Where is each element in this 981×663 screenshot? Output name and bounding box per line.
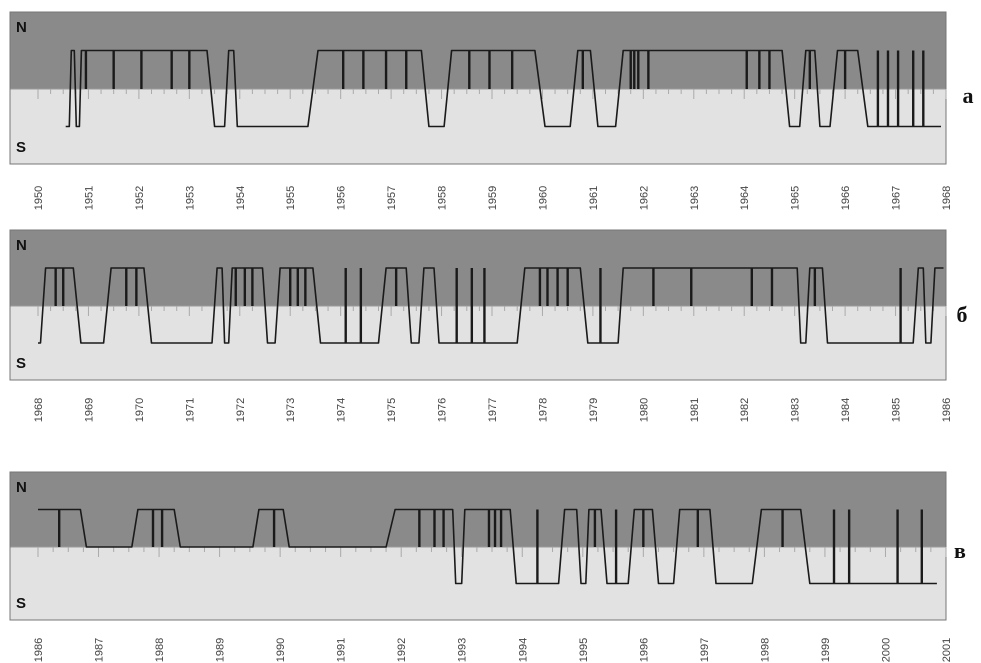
x-tick-label: 1969 bbox=[83, 398, 95, 422]
x-tick-label: 2001 bbox=[941, 638, 953, 662]
x-tick-label: 1987 bbox=[94, 638, 106, 662]
x-tick-label: 1973 bbox=[285, 398, 297, 422]
panel-v: N S 1986 1987 1988 1989 1990 1991 1992 1993 1994 19… bbox=[9, 471, 966, 662]
x-tick-label: 1953 bbox=[184, 186, 196, 210]
x-tick-label: 1994 bbox=[517, 638, 529, 662]
x-tick-label: 1956 bbox=[336, 186, 348, 210]
polarity-line bbox=[38, 508, 937, 585]
x-tick-label: 1980 bbox=[638, 398, 650, 422]
x-tick-label: 1986 bbox=[33, 638, 45, 662]
x-tick-label: 1971 bbox=[184, 398, 196, 422]
north-label: N bbox=[16, 479, 27, 496]
panel-label: а bbox=[963, 83, 974, 108]
x-tick-label: 1965 bbox=[790, 186, 802, 210]
x-tick-label: 1968 bbox=[941, 186, 953, 210]
x-tick-label: 1952 bbox=[134, 186, 146, 210]
x-tick-label: 1997 bbox=[699, 638, 711, 662]
polarity-line bbox=[38, 267, 944, 344]
x-tick-label: 1991 bbox=[336, 638, 348, 662]
x-tick-label: 1988 bbox=[154, 638, 166, 662]
south-label: S bbox=[16, 139, 26, 156]
x-tick-label: 1989 bbox=[215, 638, 227, 662]
x-tick-label: 1982 bbox=[739, 398, 751, 422]
south-region bbox=[10, 89, 946, 164]
x-tick-label: 1992 bbox=[396, 638, 408, 662]
x-tick-label: 1967 bbox=[891, 186, 903, 210]
x-tick-label: 1995 bbox=[578, 638, 590, 662]
x-tick-label: 1985 bbox=[891, 398, 903, 422]
x-tick-label: 1993 bbox=[457, 638, 469, 662]
x-tick-label: 1957 bbox=[386, 186, 398, 210]
x-tick-label: 1983 bbox=[790, 398, 802, 422]
x-tick-label: 1968 bbox=[33, 398, 45, 422]
panel-label: б bbox=[957, 302, 968, 327]
x-tick-label: 1998 bbox=[759, 638, 771, 662]
south-region bbox=[10, 547, 946, 620]
x-tick-label: 1958 bbox=[437, 186, 449, 210]
x-tick-label: 1950 bbox=[33, 186, 45, 210]
north-label: N bbox=[16, 19, 27, 36]
x-tick-label: 1978 bbox=[537, 398, 549, 422]
x-tick-label: 2000 bbox=[880, 638, 892, 662]
x-tick-label: 1951 bbox=[83, 186, 95, 210]
panel-b: N S 1968 1969 1970 1971 1972 1973 1974 1975 1976 19… bbox=[9, 229, 968, 422]
x-tick-label: 1960 bbox=[537, 186, 549, 210]
north-label: N bbox=[16, 237, 27, 254]
x-tick-label: 1996 bbox=[638, 638, 650, 662]
x-tick-label: 1999 bbox=[820, 638, 832, 662]
x-tick-label: 1962 bbox=[638, 186, 650, 210]
south-label: S bbox=[16, 355, 26, 372]
panel-a: N S 1950 1951 1952 1953 1954 1955 1956 1957 1958 19… bbox=[9, 11, 974, 210]
panel-frame bbox=[9, 229, 947, 381]
south-label: S bbox=[16, 595, 26, 612]
panel-label: в bbox=[954, 538, 966, 563]
panel-frame bbox=[9, 471, 947, 621]
x-tick-label: 1977 bbox=[487, 398, 499, 422]
x-tick-label: 1984 bbox=[840, 398, 852, 422]
x-tick-label: 1970 bbox=[134, 398, 146, 422]
x-tick-label: 1964 bbox=[739, 186, 751, 210]
polarity-line bbox=[65, 49, 941, 128]
x-tick-label: 1986 bbox=[941, 398, 953, 422]
x-tick-label: 1961 bbox=[588, 186, 600, 210]
x-tick-label: 1955 bbox=[285, 186, 297, 210]
north-region bbox=[10, 230, 946, 306]
x-tick-label: 1981 bbox=[689, 398, 701, 422]
x-tick-label: 1954 bbox=[235, 186, 247, 210]
x-tick-label: 1966 bbox=[840, 186, 852, 210]
x-tick-label: 1990 bbox=[275, 638, 287, 662]
x-tick-label: 1974 bbox=[336, 398, 348, 422]
x-tick-label: 1972 bbox=[235, 398, 247, 422]
x-tick-label: 1963 bbox=[689, 186, 701, 210]
x-tick-label: 1979 bbox=[588, 398, 600, 422]
x-tick-label: 1959 bbox=[487, 186, 499, 210]
x-tick-label: 1976 bbox=[437, 398, 449, 422]
panel-frame bbox=[9, 11, 947, 165]
x-tick-label: 1975 bbox=[386, 398, 398, 422]
